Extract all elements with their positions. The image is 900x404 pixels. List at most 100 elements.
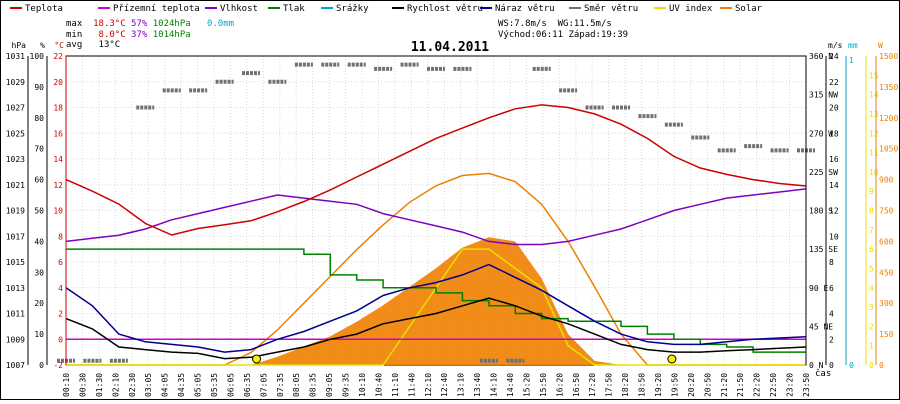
stat-sunrise: Východ:06:11 — [498, 30, 564, 40]
x-tick-label: 07:35 — [276, 373, 285, 397]
tick-pct: 10 — [34, 330, 44, 339]
tick-hPa: 1025 — [6, 129, 25, 138]
x-tick-label: 20:50 — [703, 373, 712, 397]
tick-dir: 45 NE — [809, 322, 833, 331]
x-tick-label: 18:50 — [638, 373, 647, 397]
tick-hPa: 1013 — [6, 284, 25, 293]
x-tick-label: 10:10 — [358, 373, 367, 397]
tick-pct: 30 — [34, 268, 44, 277]
tick-ms: 10 — [829, 232, 839, 241]
tick-uv: 10 — [869, 168, 879, 177]
tick-uv: 4 — [869, 284, 874, 293]
tick-hPa: 1009 — [6, 335, 25, 344]
x-tick-label: 22:50 — [769, 373, 778, 397]
x-tick-label: 08:35 — [309, 373, 318, 397]
tick-uv: 2 — [869, 322, 874, 331]
x-axis-label: čas — [815, 368, 831, 379]
stat-max-press: 1024hPa — [152, 19, 191, 29]
sunrise-marker — [252, 354, 262, 364]
series-gust — [65, 263, 807, 353]
x-tick-label: 23:20 — [786, 373, 795, 397]
tick-dir: 0 N — [809, 361, 824, 370]
tick-uv: 7 — [869, 226, 874, 235]
x-tick-label: 15:20 — [522, 373, 531, 397]
tick-mm: 0 — [849, 361, 854, 370]
tick-ms: 8 — [829, 258, 834, 267]
tick-temp: 12 — [53, 181, 63, 190]
tick-dir: 270 W — [809, 129, 833, 138]
tick-temp: 0 — [58, 335, 63, 344]
tick-ms: 16 — [829, 155, 839, 164]
tick-hPa: 1031 — [6, 52, 25, 61]
x-tick-label: 23:50 — [802, 373, 811, 397]
stat-max-row: max 18.3°C 57% 1024hPa 0.0mm — [66, 19, 234, 30]
x-tick-label: 14:10 — [490, 373, 499, 397]
tick-hPa: 1027 — [6, 104, 25, 113]
x-tick-label: 14:40 — [506, 373, 515, 397]
tick-hPa: 1029 — [6, 78, 25, 87]
x-tick-label: 18:20 — [621, 373, 630, 397]
x-tick-label: 09:05 — [325, 373, 334, 397]
tick-hPa: 1019 — [6, 207, 25, 216]
tick-temp: 8 — [58, 232, 63, 241]
stat-min-row: min 8.0°C 37% 1014hPa — [66, 30, 191, 41]
x-tick-label: 16:20 — [555, 373, 564, 397]
x-tick-label: 00:10 — [62, 373, 71, 397]
x-tick-label: 01:30 — [95, 373, 104, 397]
tick-temp: 18 — [53, 104, 63, 113]
stat-sunset: Západ:19:39 — [568, 30, 629, 40]
tick-ms: 20 — [829, 104, 839, 113]
axis-unit-W: W — [878, 41, 883, 50]
x-tick-label: 13:40 — [473, 373, 482, 397]
stat-max-label: max — [66, 19, 83, 29]
tick-dir: 360 N — [809, 52, 833, 61]
tick-hPa: 1007 — [6, 361, 25, 370]
x-tick-label: 16:50 — [572, 373, 581, 397]
stat-min-temp: 8.0°C — [98, 30, 126, 40]
tick-W: 600 — [879, 237, 894, 246]
tick-uv: 11 — [869, 149, 879, 158]
x-tick-label: 11:40 — [407, 373, 416, 397]
legend-label-temp: Teplota — [25, 4, 63, 14]
tick-ms: 24 — [829, 52, 839, 61]
chart-title: 11.04.2011 — [411, 40, 489, 55]
x-tick-label: 08:05 — [292, 373, 301, 397]
stat-wind-row: WS:7.8m/s WG:11.5m/s — [498, 19, 612, 30]
tick-uv: 3 — [869, 303, 874, 312]
axis-unit-hPa: hPa — [12, 41, 27, 50]
tick-temp: 22 — [53, 52, 63, 61]
legend-label-gust: Náraz větru — [495, 4, 555, 14]
legend-label-hum: Vlhkost — [220, 4, 258, 14]
tick-hPa: 1021 — [6, 181, 25, 190]
tick-ms: 12 — [829, 207, 839, 216]
tick-pct: 90 — [34, 83, 44, 92]
tick-temp: -2 — [53, 361, 63, 370]
tick-pct: 100 — [30, 52, 45, 61]
x-tick-label: 12:10 — [424, 373, 433, 397]
tick-pct: 70 — [34, 145, 44, 154]
tick-dir: 315 NW — [809, 91, 838, 100]
tick-ms: 14 — [829, 181, 839, 190]
tick-hPa: 1015 — [6, 258, 25, 267]
tick-temp: 4 — [58, 284, 63, 293]
stat-rain: 0.0mm — [206, 19, 235, 29]
x-tick-label: 09:35 — [342, 373, 351, 397]
x-tick-label: 00:30 — [78, 373, 87, 397]
tick-uv: 12 — [869, 129, 879, 138]
series-temperature — [65, 104, 807, 236]
x-tick-label: 06:35 — [243, 373, 252, 397]
x-tick-label: 12:40 — [440, 373, 449, 397]
tick-uv: 0 — [869, 361, 874, 370]
legend-label-rain: Srážky — [336, 4, 369, 14]
tick-temp: 2 — [58, 310, 63, 319]
tick-pct: 50 — [34, 207, 44, 216]
tick-pct: 60 — [34, 176, 44, 185]
x-tick-label: 05:05 — [194, 373, 203, 397]
x-tick-label: 19:20 — [654, 373, 663, 397]
x-tick-label: 02:10 — [111, 373, 120, 397]
x-tick-label: 21:20 — [720, 373, 729, 397]
x-tick-label: 22:20 — [753, 373, 762, 397]
x-tick-label: 21:50 — [736, 373, 745, 397]
